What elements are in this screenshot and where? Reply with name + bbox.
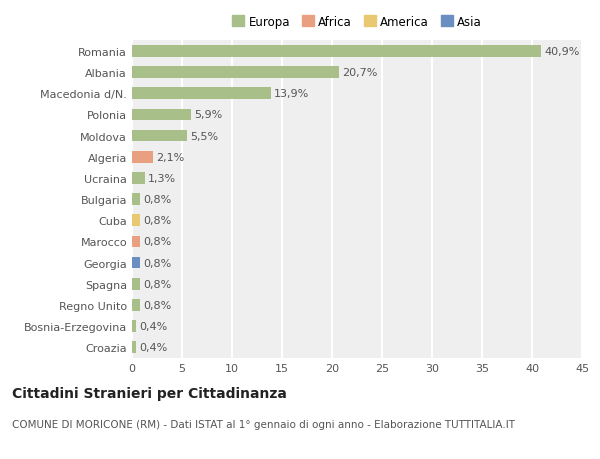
Bar xyxy=(132,236,140,248)
Bar xyxy=(132,215,140,227)
Text: 0,8%: 0,8% xyxy=(143,279,171,289)
Text: 0,8%: 0,8% xyxy=(143,258,171,268)
Bar xyxy=(132,194,140,206)
Bar xyxy=(132,151,153,163)
Text: 2,1%: 2,1% xyxy=(156,152,184,162)
Text: 0,8%: 0,8% xyxy=(143,216,171,226)
Bar xyxy=(132,299,140,311)
Bar xyxy=(132,341,136,353)
Bar xyxy=(132,88,271,100)
Text: Cittadini Stranieri per Cittadinanza: Cittadini Stranieri per Cittadinanza xyxy=(12,386,287,400)
Text: 0,8%: 0,8% xyxy=(143,300,171,310)
Bar xyxy=(132,320,136,332)
Bar xyxy=(132,109,191,121)
Bar xyxy=(132,278,140,290)
Bar xyxy=(132,173,145,185)
Text: 20,7%: 20,7% xyxy=(342,68,377,78)
Text: 0,8%: 0,8% xyxy=(143,195,171,205)
Text: 0,8%: 0,8% xyxy=(143,237,171,247)
Text: 1,3%: 1,3% xyxy=(148,174,176,184)
Text: 13,9%: 13,9% xyxy=(274,89,309,99)
Bar xyxy=(132,67,339,79)
Text: 5,9%: 5,9% xyxy=(194,110,222,120)
Text: 0,4%: 0,4% xyxy=(139,342,167,353)
Bar xyxy=(132,46,541,58)
Text: 5,5%: 5,5% xyxy=(190,131,218,141)
Text: 40,9%: 40,9% xyxy=(544,47,580,57)
Text: COMUNE DI MORICONE (RM) - Dati ISTAT al 1° gennaio di ogni anno - Elaborazione T: COMUNE DI MORICONE (RM) - Dati ISTAT al … xyxy=(12,419,515,429)
Legend: Europa, Africa, America, Asia: Europa, Africa, America, Asia xyxy=(229,12,485,32)
Bar xyxy=(132,257,140,269)
Text: 0,4%: 0,4% xyxy=(139,321,167,331)
Bar xyxy=(132,130,187,142)
